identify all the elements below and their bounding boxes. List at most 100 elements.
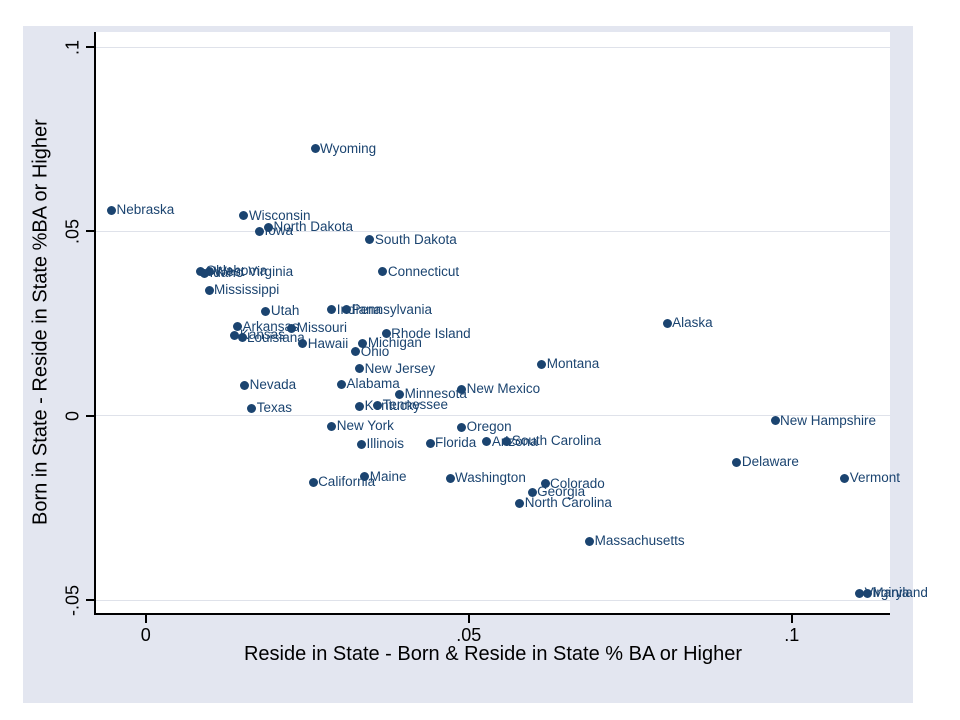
data-point-marker <box>232 322 242 332</box>
data-point-marker <box>357 439 367 449</box>
data-point-marker <box>855 588 865 598</box>
data-point-marker <box>585 536 595 546</box>
data-point-marker <box>327 305 337 315</box>
data-point-label: Virginia <box>864 585 910 601</box>
y-tick-label: 0 <box>62 410 83 421</box>
data-point-label: Connecticut <box>387 263 460 279</box>
data-point-label: Wisconsin <box>248 207 311 223</box>
data-point-label: Michigan <box>367 335 422 351</box>
data-point-label: Utah <box>270 303 300 319</box>
data-point-label: Alaska <box>672 315 713 331</box>
data-point-marker <box>355 364 365 374</box>
data-point-marker <box>247 403 257 413</box>
data-point-label: Colorado <box>550 475 605 491</box>
data-point-label: Ohio <box>360 343 390 359</box>
data-point-label: Montana <box>546 356 600 372</box>
data-point-label: Kansas <box>239 327 285 343</box>
data-point-marker <box>537 359 547 369</box>
data-point-label: South Dakota <box>374 231 457 247</box>
data-point-label: Alabama <box>346 376 400 392</box>
y-tick-label: .1 <box>62 39 83 55</box>
y-gridline <box>96 46 890 48</box>
y-tick-mark <box>86 414 94 417</box>
y-tick-mark <box>86 46 94 49</box>
data-point-marker <box>360 472 370 482</box>
data-point-marker <box>365 235 375 245</box>
data-point-marker <box>287 323 297 333</box>
data-point-label: Oregon <box>466 419 512 435</box>
data-point-label: Missouri <box>296 320 348 336</box>
x-axis-line <box>94 613 890 615</box>
data-point-marker <box>373 400 383 410</box>
data-point-label: Iowa <box>264 223 293 239</box>
y-gridline <box>96 599 890 601</box>
data-point-label: California <box>318 474 376 490</box>
data-point-label: Idaho <box>209 265 244 281</box>
data-point-label: Minnesota <box>404 386 467 402</box>
data-point-marker <box>230 330 240 340</box>
y-tick-mark <box>86 599 94 602</box>
y-axis-line <box>94 32 96 615</box>
data-point-marker <box>308 477 318 487</box>
data-point-label: Oklahoma <box>205 263 268 279</box>
data-point-label: North Dakota <box>273 219 354 235</box>
x-tick-label: .1 <box>784 625 800 645</box>
data-point-marker <box>254 226 264 236</box>
data-point-marker <box>445 473 455 483</box>
data-point-marker <box>263 222 273 232</box>
data-point-marker <box>381 329 391 339</box>
data-point-label: New Jersey <box>364 360 436 376</box>
data-point-marker <box>840 473 850 483</box>
data-point-marker <box>342 305 352 315</box>
data-point-label: Maine <box>369 468 407 484</box>
data-point-marker <box>261 306 271 316</box>
data-point-label: Arkansas <box>242 318 299 334</box>
y-tick-label: -.05 <box>62 584 83 616</box>
x-tick-mark <box>467 615 470 623</box>
data-point-marker <box>204 267 214 277</box>
data-point-marker <box>298 339 308 349</box>
y-axis-title: Born in State - Reside in State %BA or H… <box>29 119 52 525</box>
data-point-marker <box>240 380 250 390</box>
data-point-marker <box>862 588 872 598</box>
data-point-marker <box>204 285 214 295</box>
data-point-marker <box>239 211 249 221</box>
data-point-marker <box>457 384 467 394</box>
data-point-label: West Virginia <box>214 263 294 279</box>
data-point-marker <box>425 438 435 448</box>
data-point-marker <box>770 416 780 426</box>
data-point-label: New Hampshire <box>780 412 877 428</box>
data-point-label: North Carolina <box>524 495 612 511</box>
data-point-label: Nebraska <box>116 202 175 218</box>
y-tick-label: .05 <box>62 218 83 244</box>
y-gridline <box>96 230 890 232</box>
data-point-label: Texas <box>256 400 292 416</box>
data-point-label: Pennsylvania <box>351 301 432 317</box>
x-tick-mark <box>790 615 793 623</box>
data-point-label: New York <box>336 418 394 434</box>
data-point-marker <box>378 267 388 277</box>
data-point-label: Tennessee <box>382 397 448 413</box>
data-point-marker <box>107 205 116 215</box>
data-point-marker <box>355 401 365 411</box>
data-point-label: Maryland <box>872 585 928 601</box>
data-point-marker <box>482 437 492 447</box>
data-point-marker <box>310 144 320 154</box>
data-point-marker <box>337 379 346 389</box>
data-point-label: Florida <box>435 435 477 451</box>
data-point-marker <box>540 479 550 489</box>
x-tick-label: 0 <box>140 625 151 645</box>
data-point-marker <box>351 347 361 357</box>
data-point-marker <box>662 318 672 328</box>
data-point-marker <box>502 436 512 446</box>
data-point-label: Louisiana <box>247 329 305 345</box>
data-point-marker <box>527 487 537 497</box>
data-point-marker <box>457 422 467 432</box>
x-tick-label: .05 <box>456 625 482 645</box>
data-point-label: Massachusetts <box>594 533 685 549</box>
data-point-marker <box>395 389 405 399</box>
y-tick-mark <box>86 230 94 233</box>
data-point-label: Wyoming <box>320 140 377 156</box>
data-point-marker <box>237 333 247 343</box>
data-point-label: Georgia <box>537 484 586 500</box>
